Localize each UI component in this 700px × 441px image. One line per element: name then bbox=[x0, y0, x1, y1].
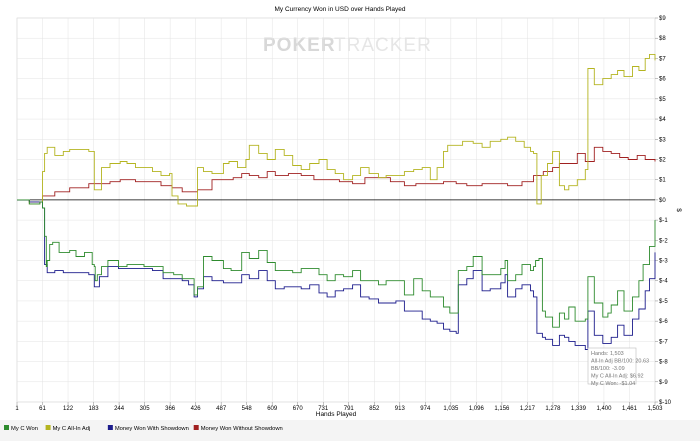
legend-label-my-c-won: My C Won bbox=[11, 426, 38, 432]
y-tick-label: $3 bbox=[659, 137, 666, 143]
x-tick-label: 1,035 bbox=[443, 406, 459, 412]
x-tick-label: 305 bbox=[140, 406, 151, 412]
legend: My C Won My C All-In Adj Money Won With Sh… bbox=[4, 425, 283, 432]
tooltip: Hands: 1,503 All-In Adj BB/100: 20.63 BB… bbox=[587, 347, 649, 387]
x-tick-label: 1,400 bbox=[596, 406, 612, 412]
x-tick-label: 852 bbox=[369, 406, 380, 412]
x-tick-label: 61 bbox=[39, 406, 46, 412]
x-tick-label: 609 bbox=[267, 406, 278, 412]
legend-label-my-c-all-in-adj: My C All-In Adj bbox=[53, 426, 91, 432]
x-tick-label: 487 bbox=[216, 406, 227, 412]
tooltip-line-5: My C Won: -$1.04 bbox=[591, 381, 635, 387]
y-tick-label: $-3 bbox=[659, 259, 668, 265]
watermark-part-1: POKER bbox=[263, 35, 336, 56]
x-tick-label: 1,156 bbox=[494, 406, 510, 412]
series-line-money-won-without-showdown bbox=[17, 146, 656, 203]
x-axis-label: Hands Played bbox=[316, 411, 357, 418]
legend-frame bbox=[0, 420, 700, 441]
legend-swatch-money-won-with-showdown bbox=[107, 425, 113, 430]
series-line-money-won-with-showdown bbox=[17, 199, 656, 350]
x-tick-label: 122 bbox=[63, 406, 74, 412]
x-tick-label: 974 bbox=[420, 406, 431, 412]
x-axis-ticks: 1 61 122 183 244 305 366 426 487 548 609 670 731 791 8… bbox=[15, 402, 663, 412]
y-tick-label: $1 bbox=[659, 178, 666, 184]
x-tick-label: 670 bbox=[293, 406, 304, 412]
y-tick-label: $0 bbox=[659, 198, 666, 204]
tooltip-line-2: All-In Adj BB/100: 20.63 bbox=[591, 359, 649, 365]
series-lines bbox=[17, 53, 656, 350]
y-axis-label: $ bbox=[675, 208, 682, 212]
x-tick-label: 1,278 bbox=[545, 406, 561, 412]
x-tick-label: 1,217 bbox=[520, 406, 536, 412]
x-tick-label: 244 bbox=[114, 406, 125, 412]
y-tick-label: $-8 bbox=[659, 360, 668, 366]
series-line-my-c-all-in-adj bbox=[17, 53, 656, 207]
x-tick-label: 1,503 bbox=[647, 406, 663, 412]
y-tick-label: $-1 bbox=[659, 218, 668, 224]
x-tick-label: 913 bbox=[395, 406, 406, 412]
x-tick-label: 1,339 bbox=[571, 406, 587, 412]
legend-swatch-money-won-without-showdown bbox=[193, 425, 199, 430]
y-tick-label: $-4 bbox=[659, 279, 668, 285]
y-tick-label: $-7 bbox=[659, 339, 668, 345]
x-tick-label: 791 bbox=[344, 406, 355, 412]
y-tick-label: $9 bbox=[659, 16, 666, 22]
tooltip-line-4: My C All-In Adj: $6.92 bbox=[591, 374, 644, 380]
chart-title: My Currency Won in USD over Hands Played bbox=[274, 6, 405, 13]
y-tick-label: $7 bbox=[659, 56, 666, 62]
y-tick-label: $8 bbox=[659, 36, 666, 42]
y-tick-label: $-5 bbox=[659, 299, 668, 305]
x-tick-label: 731 bbox=[318, 406, 329, 412]
tooltip-line-1: Hands: 1,503 bbox=[591, 351, 624, 357]
x-tick-label: 1,461 bbox=[622, 406, 638, 412]
legend-swatch-my-c-all-in-adj bbox=[45, 425, 51, 430]
x-tick-label: 1,096 bbox=[469, 406, 485, 412]
watermark-part-2: TRACKER bbox=[334, 35, 432, 56]
y-tick-label: $2 bbox=[659, 157, 666, 163]
y-tick-label: $5 bbox=[659, 97, 666, 103]
legend-label-money-won-with-showdown: Money Won With Showdown bbox=[115, 426, 189, 432]
x-tick-label: 183 bbox=[89, 406, 100, 412]
y-tick-label: $6 bbox=[659, 77, 666, 83]
series-line-my-c-won bbox=[17, 199, 656, 328]
y-tick-label: $-9 bbox=[659, 380, 668, 386]
x-tick-label: 366 bbox=[165, 406, 176, 412]
x-tick-label: 1 bbox=[15, 406, 19, 412]
legend-label-money-won-without-showdown: Money Won Without Showdown bbox=[201, 426, 283, 432]
tooltip-box bbox=[587, 347, 637, 385]
watermark: POKER TRACKER bbox=[263, 35, 432, 56]
x-tick-label: 426 bbox=[191, 406, 202, 412]
y-tick-label: $-2 bbox=[659, 238, 668, 244]
y-tick-label: $-6 bbox=[659, 319, 668, 325]
y-tick-label: $-10 bbox=[659, 400, 672, 406]
legend-swatch-my-c-won bbox=[4, 425, 9, 430]
tooltip-line-3: BB/100: -3.09 bbox=[591, 366, 625, 372]
plot-area bbox=[16, 17, 656, 403]
y-axis-ticks: $9 $8 $7 $6 $5 $4 $3 $2 $1 $0 $-1 $-2 $-3 $-4 $-5 $-6 $-… bbox=[655, 16, 672, 406]
y-tick-label: $4 bbox=[659, 117, 666, 123]
x-tick-label: 548 bbox=[242, 406, 253, 412]
